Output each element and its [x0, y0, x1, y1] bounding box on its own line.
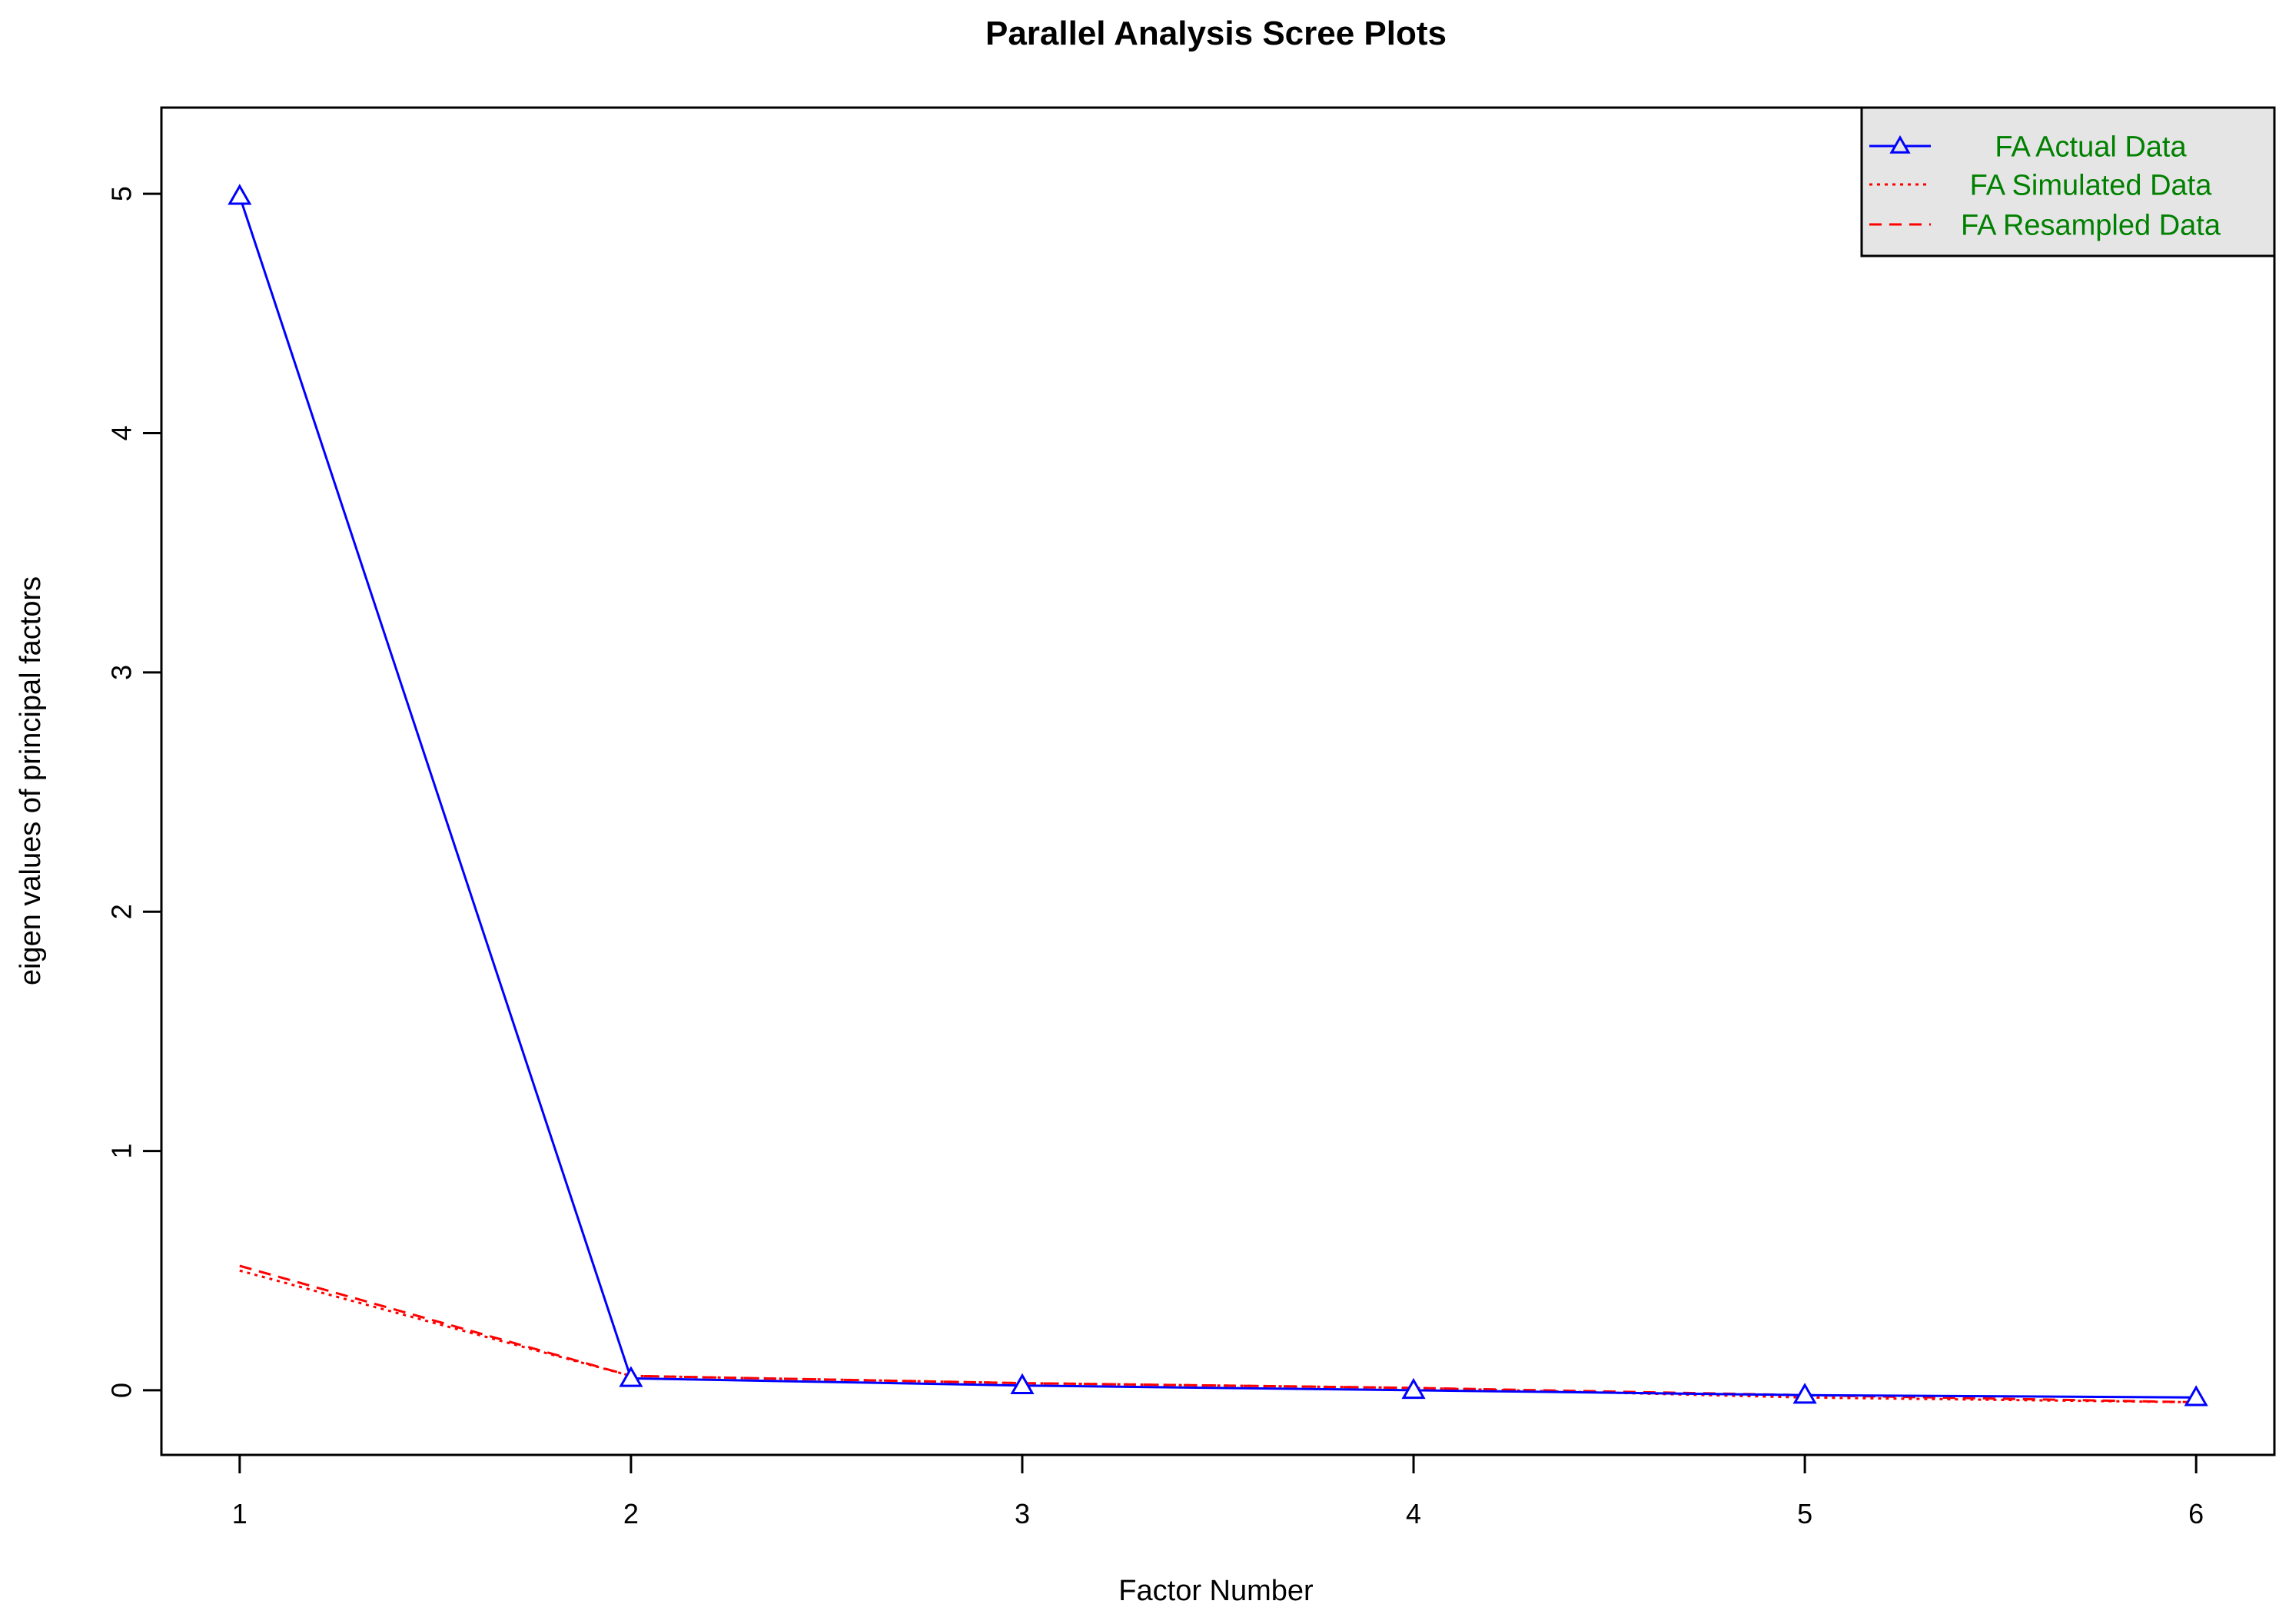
x-tick-label-3: 3: [1015, 1498, 1030, 1529]
legend-label-2: FA Resampled Data: [1961, 209, 2221, 241]
legend: FA Actual Data FA Simulated Data FA Resamp…: [1860, 106, 2276, 257]
y-tick-label-0: 0: [106, 1383, 138, 1398]
plot-frame: [160, 106, 2276, 1456]
x-axis: 1 2 3 4 5 6: [232, 1455, 2204, 1529]
actual-data-point-5: [1792, 1383, 1817, 1404]
actual-data-point-1: [228, 184, 252, 205]
actual-data-point-4: [1401, 1377, 1426, 1400]
y-axis-label: eigen values of principal factors: [15, 576, 47, 985]
y-axis: 0 1 2 3 4 5: [106, 186, 161, 1398]
x-axis-label: Factor Number: [1118, 1575, 1314, 1607]
x-tick-label-4: 4: [1406, 1498, 1421, 1529]
series-line-0: [238, 195, 2197, 1399]
actual-data-point-6: [2184, 1385, 2208, 1406]
x-tick-label-2: 2: [623, 1498, 639, 1529]
actual-data-point-2: [619, 1366, 643, 1387]
y-tick-label-1: 1: [106, 1144, 138, 1159]
series-line-2: [239, 1264, 2197, 1403]
chart-title: Parallel Analysis Scree Plots: [985, 15, 1447, 52]
legend-box: [1860, 106, 2276, 257]
legend-label-1: FA Simulated Data: [1970, 169, 2213, 201]
x-tick-label-1: 1: [232, 1498, 248, 1529]
series-layer: [228, 184, 2208, 1406]
x-tick-label-6: 6: [2188, 1498, 2204, 1529]
legend-label-0: FA Actual Data: [1995, 131, 2187, 163]
y-tick-label-2: 2: [106, 904, 138, 919]
y-tick-label-3: 3: [106, 665, 138, 680]
legend-marker-icon: [1889, 135, 1911, 154]
x-tick-label-5: 5: [1797, 1498, 1812, 1529]
y-tick-label-4: 4: [106, 425, 138, 440]
y-tick-label-5: 5: [106, 186, 138, 201]
series-line-1: [239, 1269, 2197, 1403]
actual-data-point-3: [1010, 1373, 1035, 1394]
